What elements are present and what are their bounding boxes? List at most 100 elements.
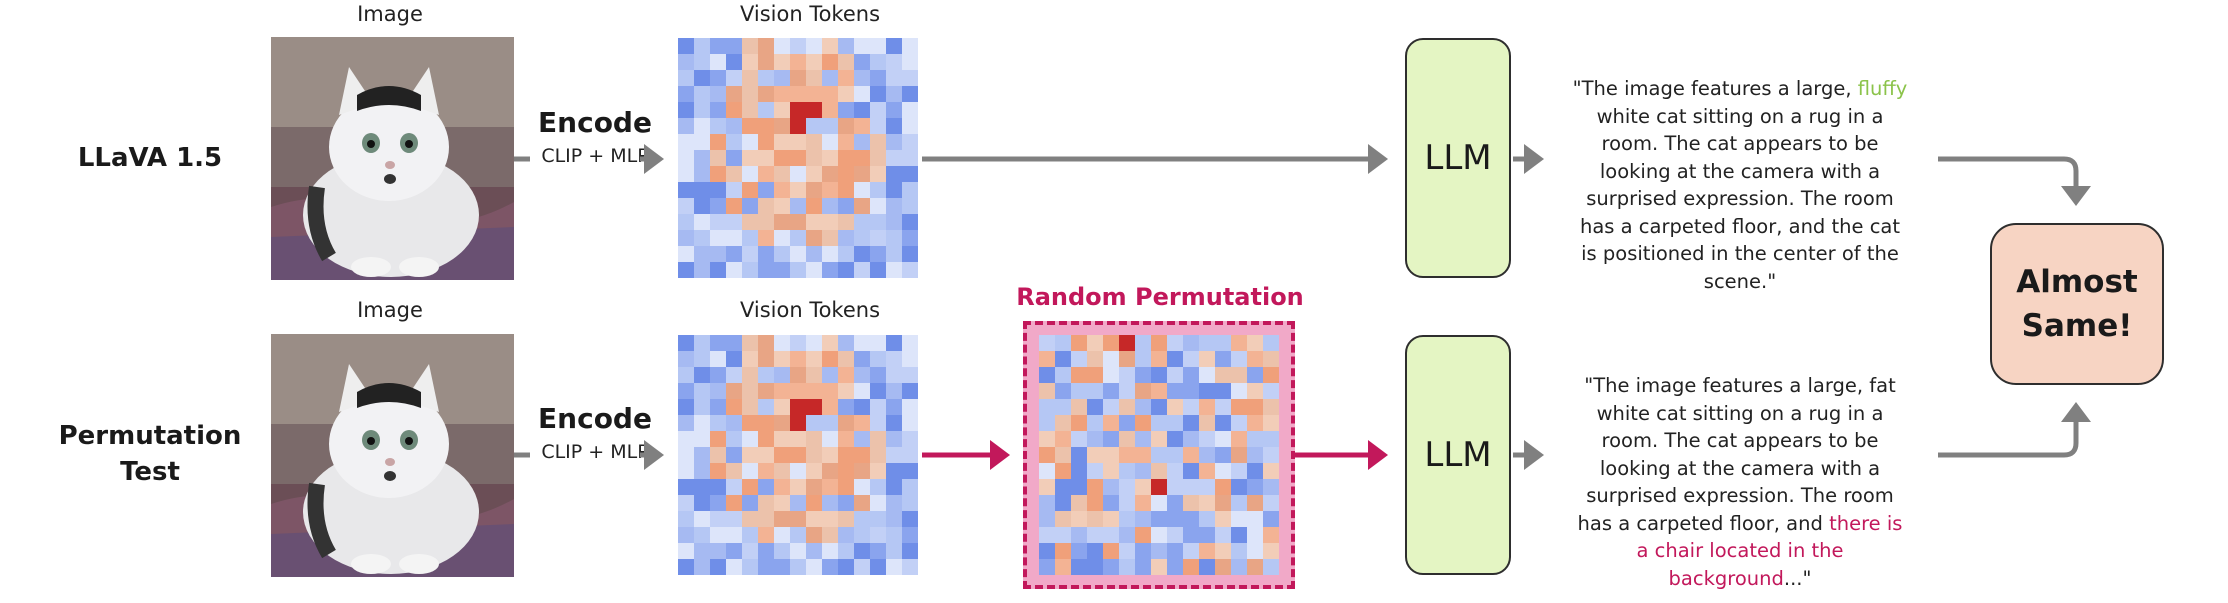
token-cell [694,447,710,463]
token-cell [742,150,758,166]
token-cell [886,463,902,479]
token-cell [726,182,742,198]
token-cell [790,150,806,166]
token-cell [1247,463,1263,479]
caption-bottom-highlight: there is a chair located in the backgrou… [1636,511,1903,590]
token-cell [1231,543,1247,559]
token-cell [1231,415,1247,431]
token-cell [1039,511,1055,527]
token-cell [1055,543,1071,559]
token-cell [870,463,886,479]
token-cell [726,246,742,262]
token-cell [694,479,710,495]
token-cell [806,399,822,415]
token-cell [1039,415,1055,431]
token-cell [838,559,854,575]
token-cell [806,527,822,543]
token-cell [678,351,694,367]
token-cell [694,335,710,351]
token-cell [758,463,774,479]
token-cell [822,335,838,351]
token-cell [838,367,854,383]
token-cell [822,246,838,262]
token-cell [678,415,694,431]
token-cell [1103,447,1119,463]
token-cell [774,150,790,166]
token-cell [1215,351,1231,367]
token-cell [1135,415,1151,431]
token-cell [902,495,918,511]
token-cell [1231,335,1247,351]
token-cell [838,447,854,463]
token-cell [710,118,726,134]
token-cell [870,559,886,575]
token-cell [790,367,806,383]
token-cell [790,198,806,214]
token-cell [838,166,854,182]
token-cell [742,367,758,383]
token-cell [854,479,870,495]
token-cell [774,431,790,447]
image-label-bottom: Image [357,298,423,322]
token-cell [1135,479,1151,495]
token-cell [902,367,918,383]
token-cell [694,54,710,70]
token-cell [886,431,902,447]
token-cell [742,118,758,134]
token-cell [1039,399,1055,415]
token-cell [1183,447,1199,463]
token-cell [1135,383,1151,399]
token-cell [902,214,918,230]
token-cell [806,262,822,278]
token-cell [742,246,758,262]
token-cell [1087,383,1103,399]
token-cell [742,447,758,463]
token-cell [1231,559,1247,575]
token-cell [1183,527,1199,543]
token-cell [838,262,854,278]
token-cell [742,86,758,102]
token-cell [1135,559,1151,575]
token-cell [790,38,806,54]
token-cell [1247,335,1263,351]
token-cell [902,383,918,399]
token-cell [902,527,918,543]
token-cell [742,431,758,447]
token-cell [1263,543,1279,559]
token-cell [806,182,822,198]
token-cell [870,383,886,399]
token-cell [854,118,870,134]
token-cell [870,527,886,543]
token-cell [710,246,726,262]
token-cell [1151,479,1167,495]
token-cell [1151,543,1167,559]
token-cell [822,230,838,246]
token-cell [822,399,838,415]
token-cell [726,399,742,415]
token-cell [1199,495,1215,511]
token-cell [1087,351,1103,367]
token-cell [1183,479,1199,495]
token-cell [1263,463,1279,479]
token-cell [774,246,790,262]
token-cell [1263,367,1279,383]
token-cell [854,198,870,214]
token-cell [1263,511,1279,527]
token-cell [742,230,758,246]
token-cell [1167,559,1183,575]
token-cell [758,415,774,431]
token-cell [838,198,854,214]
token-cell [822,166,838,182]
token-cell [1135,495,1151,511]
cat-photo-top [271,37,514,280]
token-cell [886,38,902,54]
token-cell [1151,527,1167,543]
token-cell [806,166,822,182]
token-cell [758,182,774,198]
token-cell [838,214,854,230]
token-cell [1039,495,1055,511]
token-cell [694,262,710,278]
token-cell [1055,447,1071,463]
token-cell [1151,399,1167,415]
token-cell [726,431,742,447]
